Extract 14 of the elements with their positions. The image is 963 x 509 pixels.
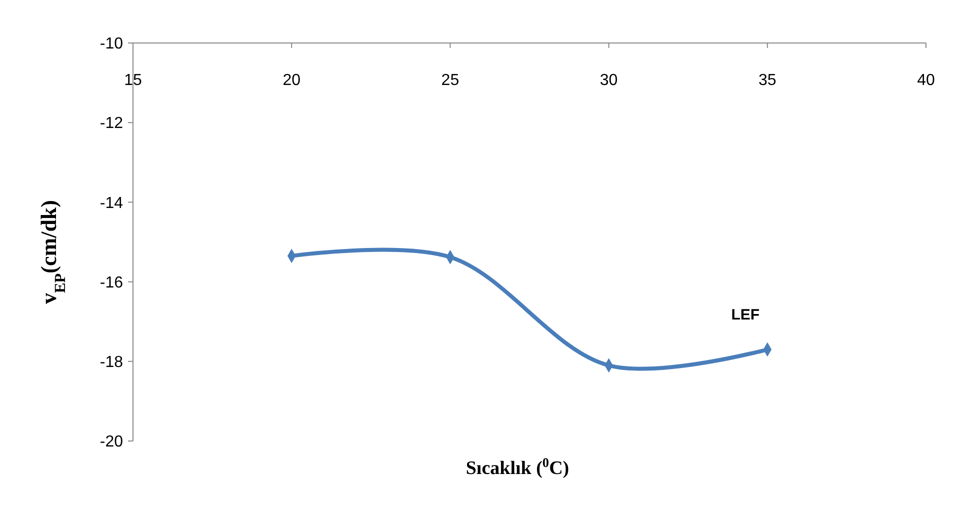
series-label: LEF <box>731 306 760 324</box>
y-tick-label: -18 <box>100 354 124 371</box>
x-tick-label: 30 <box>600 72 618 89</box>
y-tick-label: -16 <box>100 274 124 292</box>
y-tick-label: -20 <box>100 434 124 451</box>
y-tick-label: -10 <box>100 36 124 53</box>
x-tick-label: 20 <box>282 72 301 89</box>
x-tick-label: 15 <box>124 72 142 89</box>
x-tick-label: 40 <box>917 72 935 89</box>
y-tick-label: -14 <box>100 194 124 212</box>
x-axis-title: Sıcaklık ($^{0}$C) <box>466 454 570 479</box>
y-tick-label: -12 <box>100 115 124 132</box>
x-tick-label: 35 <box>758 72 776 89</box>
x-tick-label: 25 <box>441 72 460 89</box>
